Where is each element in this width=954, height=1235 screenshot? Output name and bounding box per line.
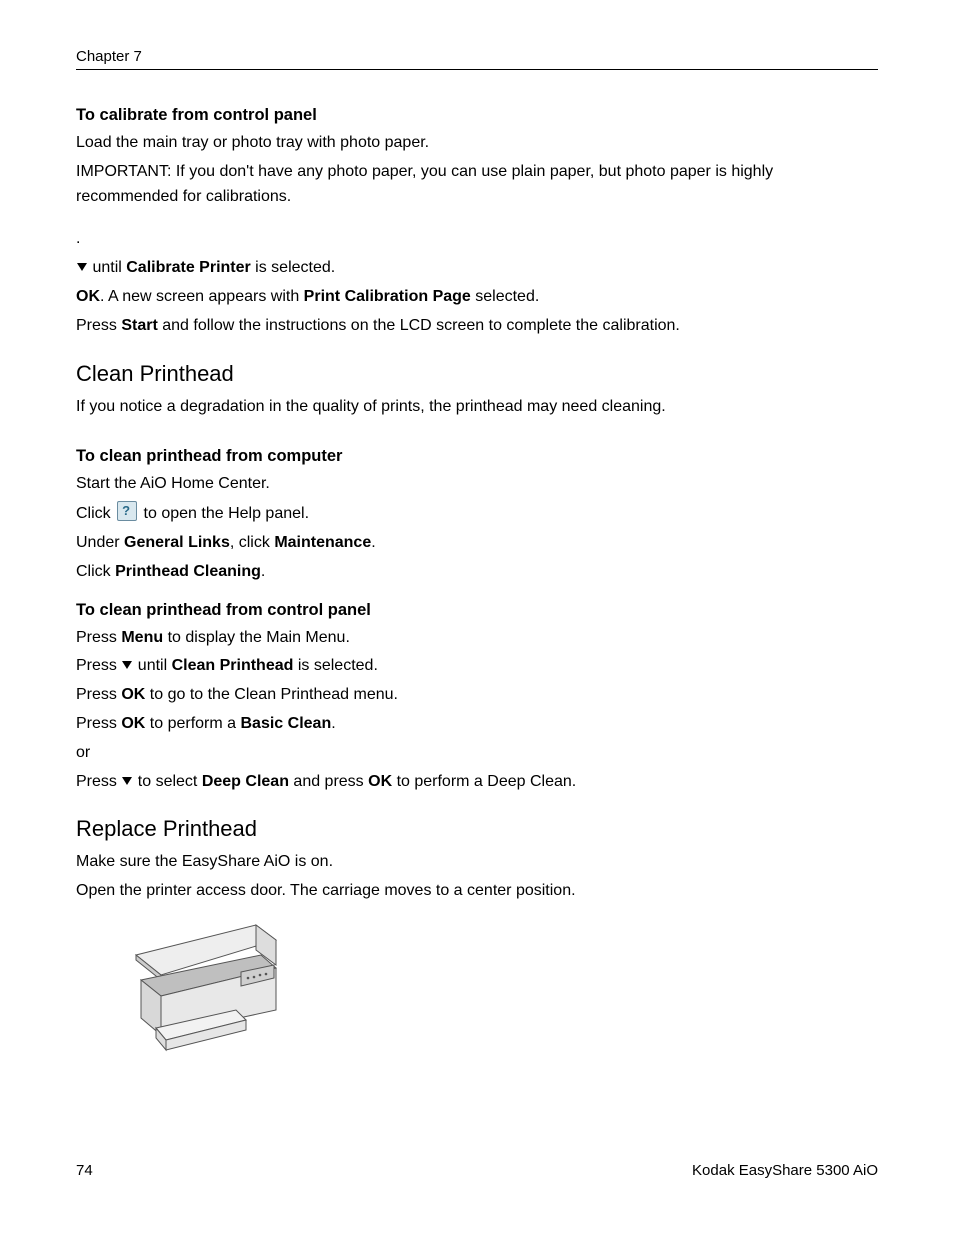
document-page: Chapter 7 To calibrate from control pane…	[0, 0, 954, 1235]
t: until	[88, 259, 126, 276]
page-number: 74	[76, 1162, 93, 1179]
t: Click	[76, 505, 115, 522]
t: OK	[121, 715, 145, 732]
cleanA-p1: Start the AiO Home Center.	[76, 472, 878, 497]
printer-illustration	[106, 910, 878, 1065]
cleanA-p3: Under General Links, click Maintenance.	[76, 531, 878, 556]
t: to go to the Clean Printhead menu.	[145, 686, 398, 703]
cleanB-p4: Press OK to perform a Basic Clean.	[76, 712, 878, 737]
product-name: Kodak EasyShare 5300 AiO	[692, 1162, 878, 1179]
t: and press	[289, 773, 368, 790]
t: Calibrate Printer	[126, 259, 250, 276]
t: .	[261, 563, 265, 580]
replace-p2: Open the printer access door. The carria…	[76, 879, 878, 904]
t: Clean Printhead	[172, 657, 294, 674]
t: Press	[76, 657, 121, 674]
page-footer: 74 Kodak EasyShare 5300 AiO	[76, 1162, 878, 1179]
t: Start	[121, 317, 157, 334]
t: Basic Clean	[241, 715, 332, 732]
t: Click	[76, 563, 115, 580]
down-arrow-icon	[122, 777, 132, 785]
t: Menu	[121, 629, 163, 646]
calibrate-dot: .	[76, 227, 878, 252]
t: , click	[230, 534, 274, 551]
t: Press	[76, 686, 121, 703]
help-icon	[117, 501, 137, 521]
t: .	[371, 534, 375, 551]
cleanA-p4: Click Printhead Cleaning.	[76, 560, 878, 585]
down-arrow-icon	[122, 661, 132, 669]
calibrate-step3: Press Start and follow the instructions …	[76, 314, 878, 339]
t: Maintenance	[274, 534, 371, 551]
down-arrow-icon	[77, 263, 87, 271]
t: Printhead Cleaning	[115, 563, 261, 580]
subhead-clean-panel: To clean printhead from control panel	[76, 601, 878, 620]
t: is selected.	[251, 259, 335, 276]
cleanB-p1: Press Menu to display the Main Menu.	[76, 626, 878, 651]
calibrate-p1: Load the main tray or photo tray with ph…	[76, 131, 878, 156]
t: OK	[121, 686, 145, 703]
chapter-header: Chapter 7	[76, 48, 878, 70]
cleanA-p2: Click to open the Help panel.	[76, 501, 878, 527]
t: Under	[76, 534, 124, 551]
t: Press	[76, 773, 121, 790]
t: Press	[76, 715, 121, 732]
t: to display the Main Menu.	[163, 629, 350, 646]
t: to perform a	[145, 715, 240, 732]
t: . A new screen appears with	[100, 288, 304, 305]
t: to select	[133, 773, 201, 790]
cleanB-p5: Press to select Deep Clean and press OK …	[76, 770, 878, 795]
t: General Links	[124, 534, 230, 551]
t: to perform a Deep Clean.	[392, 773, 576, 790]
t: .	[331, 715, 335, 732]
t: and follow the instructions on the LCD s…	[158, 317, 680, 334]
replace-p1: Make sure the EasyShare AiO is on.	[76, 850, 878, 875]
heading-replace-printhead: Replace Printhead	[76, 816, 878, 842]
section-calibrate-title: To calibrate from control panel	[76, 106, 878, 125]
t: OK	[368, 773, 392, 790]
t: selected.	[471, 288, 539, 305]
t: Print Calibration Page	[304, 288, 471, 305]
calibrate-important: IMPORTANT: If you don't have any photo p…	[76, 160, 878, 210]
cleanB-p3: Press OK to go to the Clean Printhead me…	[76, 683, 878, 708]
t: Deep Clean	[202, 773, 289, 790]
clean-intro: If you notice a degradation in the quali…	[76, 395, 878, 420]
calibrate-step1: until Calibrate Printer is selected.	[76, 256, 878, 281]
calibrate-step2: OK. A new screen appears with Print Cali…	[76, 285, 878, 310]
t: until	[133, 657, 171, 674]
t: Press	[76, 317, 121, 334]
cleanB-or: or	[76, 741, 878, 766]
t: to open the Help panel.	[139, 505, 309, 522]
heading-clean-printhead: Clean Printhead	[76, 361, 878, 387]
t: OK	[76, 288, 100, 305]
cleanB-p2: Press until Clean Printhead is selected.	[76, 654, 878, 679]
subhead-clean-computer: To clean printhead from computer	[76, 447, 878, 466]
t: Press	[76, 629, 121, 646]
t: is selected.	[293, 657, 377, 674]
